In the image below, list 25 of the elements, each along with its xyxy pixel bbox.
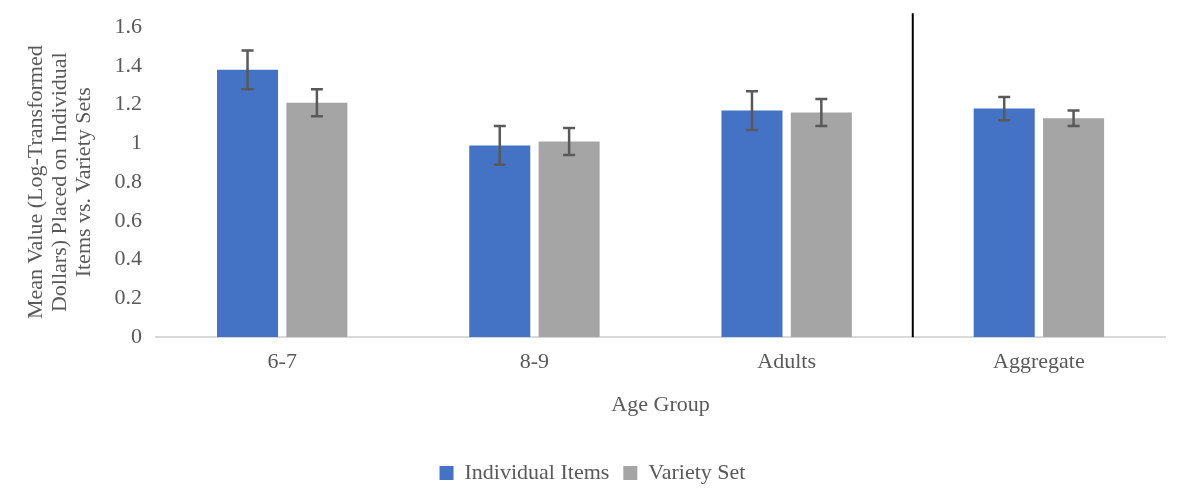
y-tick-label: 1.4 <box>114 51 143 77</box>
y-tick-label: 0.4 <box>114 245 143 271</box>
bar <box>973 108 1035 338</box>
bar <box>217 69 279 338</box>
y-tick-label: 0 <box>131 322 143 348</box>
x-tick-label: 8-9 <box>519 348 550 374</box>
bar <box>286 102 348 338</box>
x-tick-label: Adults <box>757 348 817 374</box>
y-axis-title: Mean Value (Log-Transformed Dollars) Placed on Individual Items vs. Variety Sets <box>21 45 96 320</box>
legend-label: Individual Items <box>464 458 610 484</box>
y-tick-label: 1 <box>131 129 143 155</box>
x-tick-label: Aggregate <box>993 348 1085 374</box>
bar <box>790 112 852 338</box>
y-tick-label: 1.2 <box>114 90 143 116</box>
y-tick-label: 0.8 <box>114 167 143 193</box>
y-tick-label: 0.6 <box>114 206 143 232</box>
bar <box>1043 118 1105 338</box>
y-tick-label: 1.6 <box>114 12 143 38</box>
bar <box>721 110 783 338</box>
x-tick-label: 6-7 <box>267 348 297 374</box>
legend-label: Variety Set <box>648 458 746 484</box>
x-axis-title: Age Group <box>611 390 710 416</box>
y-tick-label: 0.2 <box>114 284 143 310</box>
bar <box>538 141 600 338</box>
bar <box>469 145 531 338</box>
